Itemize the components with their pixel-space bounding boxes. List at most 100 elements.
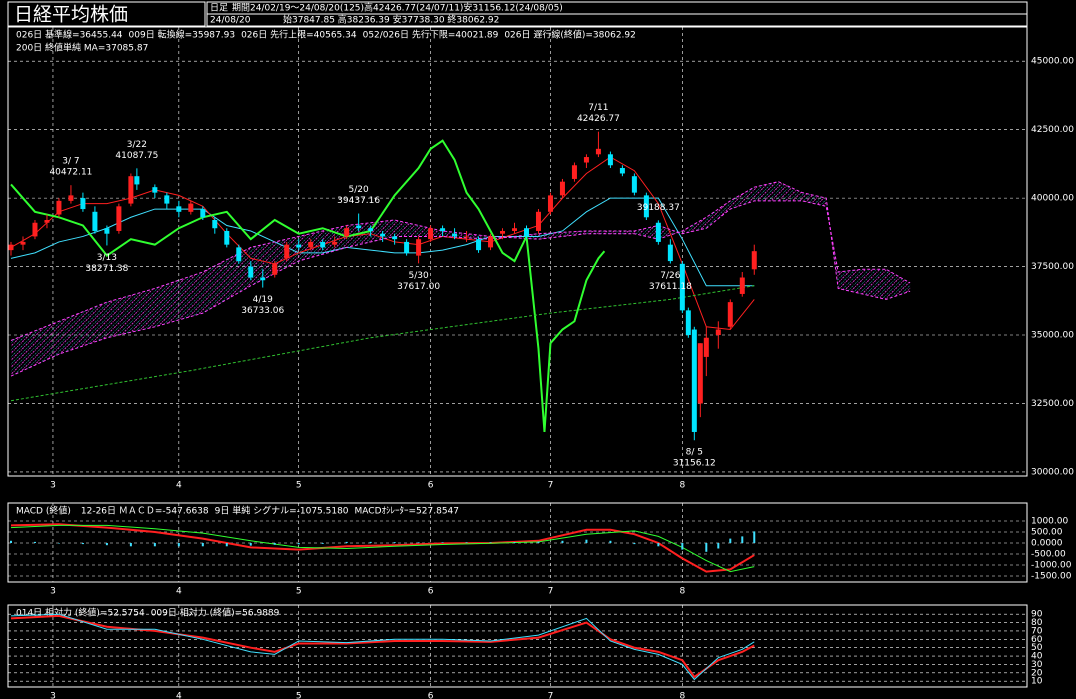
histogram-bar: [465, 542, 468, 543]
candle-body: [739, 277, 745, 294]
x-tick-label: 8: [679, 692, 685, 699]
annotation-date: 3/13: [97, 253, 117, 263]
histogram-bar: [489, 542, 492, 543]
histogram-bar: [681, 542, 684, 550]
histogram-bar: [201, 542, 204, 547]
histogram-bar: [177, 542, 180, 547]
candle-body: [308, 241, 314, 248]
y-tick-label: 80: [1031, 618, 1043, 628]
y-tick-label: 35000.00: [1031, 331, 1074, 341]
candle-body: [679, 263, 685, 311]
candle-body: [200, 209, 206, 218]
candle-body: [535, 211, 541, 231]
y-tick-label: 42500.00: [1031, 125, 1074, 135]
panel-title: MACD (終値): [16, 505, 71, 517]
legend-entry: 200日 終値単純 MA=37085.87: [16, 42, 148, 54]
legend-entry: 026日 先行上限=40565.34: [241, 29, 357, 41]
x-tick-label: 8: [679, 481, 685, 491]
legend-entry: 026日 遅行線(終値)=38062.92: [504, 29, 636, 41]
legend-entry: MACDｵｼﾚｰﾀｰ=527.8547: [355, 506, 459, 517]
histogram-bar: [417, 542, 420, 543]
histogram-bar: [81, 542, 84, 545]
histogram-bar: [705, 542, 708, 552]
candle-body: [56, 200, 62, 215]
annotation-value: 31156.12: [673, 459, 716, 469]
histogram-bar: [273, 542, 276, 545]
candle-body: [212, 220, 218, 229]
candle-body: [464, 236, 470, 238]
y-tick-label: 37500.00: [1031, 262, 1074, 272]
y-tick-label: 30: [1031, 660, 1043, 670]
histogram-bar: [129, 542, 132, 547]
y-tick-label: 20: [1031, 668, 1043, 678]
annotation-value: 37611.18: [649, 282, 692, 292]
candle-body: [751, 251, 757, 270]
histogram-bar: [633, 542, 636, 545]
annotation-date: 4/19: [253, 295, 273, 305]
y-tick-label: 0.0000: [1031, 538, 1063, 548]
histogram-bar: [105, 542, 108, 546]
title: 日経平均株価: [14, 4, 128, 26]
histogram-bar: [753, 531, 756, 543]
candle-body: [559, 181, 565, 196]
candle-body: [188, 203, 194, 212]
histogram-bar: [369, 541, 372, 543]
candle-body: [8, 244, 14, 251]
panel-frame: [7, 604, 1028, 688]
x-tick-label: 4: [176, 692, 182, 699]
histogram-bar: [9, 540, 12, 543]
histogram-bar: [513, 542, 516, 543]
candle-body: [547, 195, 553, 212]
x-tick-label: 4: [176, 587, 182, 597]
annotation-value: 37617.00: [397, 282, 440, 292]
histogram-bar: [585, 539, 588, 543]
x-tick-label: 5: [296, 481, 302, 491]
histogram-bar: [741, 536, 744, 543]
series-line: [10, 181, 911, 341]
x-tick-label: 3: [50, 481, 56, 491]
annotation-value: 39437.16: [337, 196, 380, 206]
candle-body: [428, 228, 434, 240]
histogram-bar: [345, 541, 348, 543]
y-tick-label: 50: [1031, 643, 1043, 653]
annotation-date: 7/11: [588, 103, 608, 113]
histogram-bar: [717, 542, 720, 549]
histogram-bar: [297, 542, 300, 545]
candle-body: [703, 337, 709, 357]
y-tick-label: -1500.00: [1031, 571, 1072, 581]
annotation-date: 7/26: [660, 271, 680, 281]
candle-body: [643, 195, 649, 218]
legend-entry: 9日 単純 シグナル=-1075.5180: [215, 505, 349, 517]
candle-body: [476, 239, 482, 251]
x-tick-label: 8: [679, 587, 685, 597]
x-tick-label: 4: [176, 481, 182, 491]
candle-body: [595, 148, 601, 155]
candle-body: [128, 176, 134, 204]
candle-body: [392, 236, 398, 240]
candle-body: [152, 187, 158, 193]
x-tick-label: 6: [428, 481, 434, 491]
candle-body: [523, 228, 529, 237]
series-line: [10, 613, 755, 681]
candle-body: [655, 222, 661, 242]
candle-body: [452, 233, 458, 237]
candle-body: [164, 195, 170, 204]
y-tick-label: -1000.00: [1031, 560, 1072, 570]
histogram-bar: [609, 540, 612, 543]
annotation-value: 36733.06: [241, 306, 284, 316]
x-tick-label: 3: [50, 587, 56, 597]
candle-body: [224, 230, 230, 245]
candle-body: [685, 310, 691, 336]
x-tick-label: 7: [548, 481, 554, 491]
legend-entry: 052/026日 先行下限=40021.89: [363, 29, 499, 41]
x-tick-label: 6: [428, 587, 434, 597]
y-tick-label: 10: [1031, 677, 1043, 687]
histogram-bar: [729, 538, 732, 543]
y-tick-label: 40000.00: [1031, 194, 1074, 204]
x-tick-label: 7: [548, 692, 554, 699]
histogram-bar: [249, 542, 252, 546]
candle-body: [488, 236, 494, 248]
ohlc: 始37847.85 高38236.39 安37738.30 終38062.92: [283, 14, 499, 26]
annotation-date: 8/ 5: [686, 448, 703, 458]
